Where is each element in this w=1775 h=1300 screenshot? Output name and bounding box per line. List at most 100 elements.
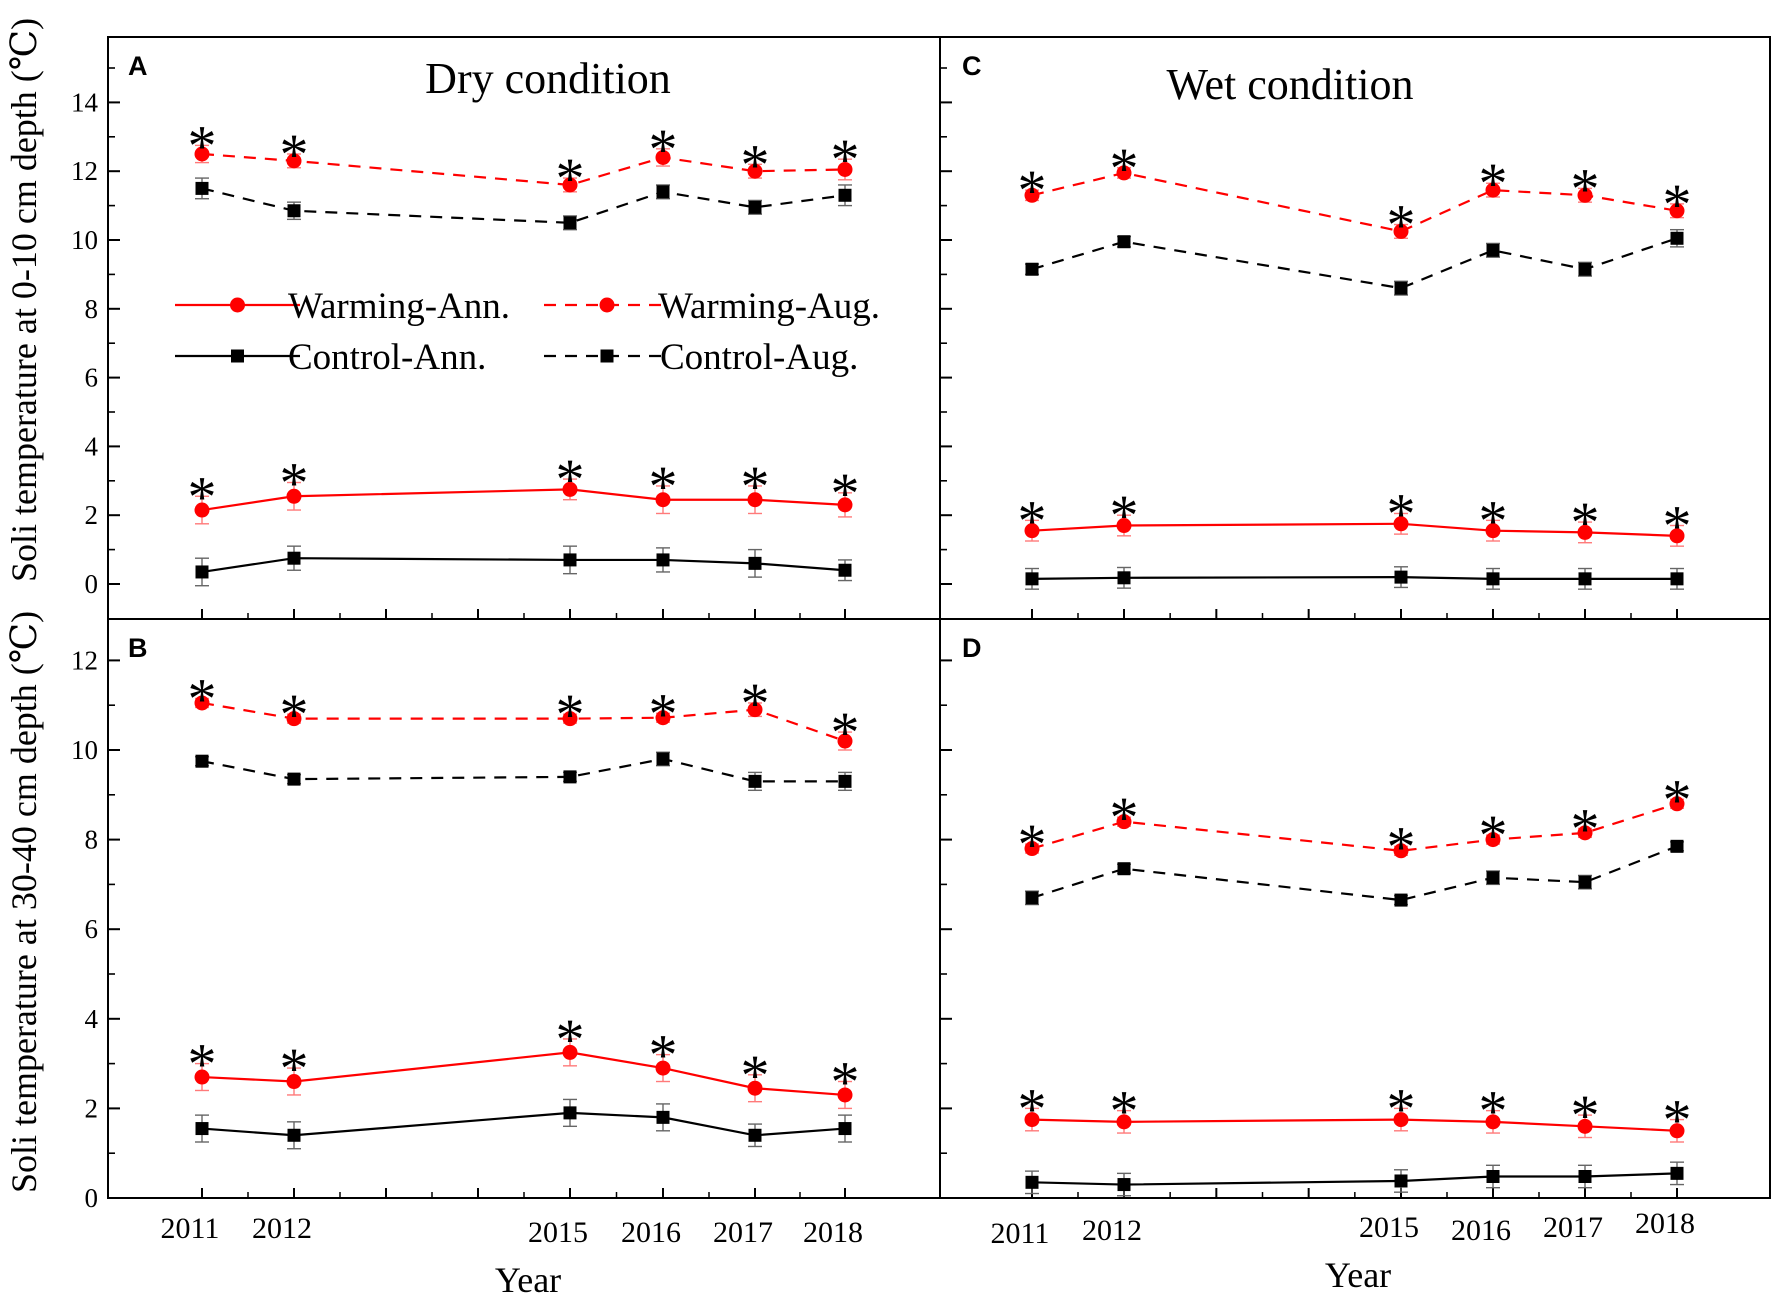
y-tick-label: 10 [71,225,98,255]
significance-star: * [1571,1083,1600,1148]
significance-star: * [188,464,217,529]
legend-marker [599,297,615,313]
x-tick-label: 2016 [1451,1214,1511,1247]
data-point [194,1069,210,1085]
y-tick-label: 14 [71,87,99,117]
data-point [1577,524,1593,540]
significance-star: * [831,1050,860,1115]
data-point [1486,1169,1500,1183]
data-point [1577,1118,1593,1134]
series-line [201,152,846,187]
data-point [195,565,209,579]
significance-star: * [280,451,309,516]
significance-star: * [1110,483,1139,548]
significance-star: * [1571,156,1600,221]
data-point [1670,231,1684,245]
data-point [286,488,302,504]
x-tick-label: 2011 [161,1212,220,1245]
significance-star: * [1663,494,1692,559]
legend-label: Control-Ann. [288,337,486,378]
significance-star: * [1018,158,1047,223]
significance-star: * [1387,193,1416,258]
legend-item-warming-aug: Warming-Aug. [544,286,880,327]
legend-label: Warming-Ann. [288,286,510,327]
data-point [1117,1178,1131,1192]
x-tick-label: 2016 [621,1216,681,1249]
x-axis-label-left: Year [495,1260,561,1300]
legend-label: Control-Aug. [660,337,858,378]
data-point [562,1044,578,1060]
data-point [655,710,671,726]
y-tick-label: 2 [85,1093,99,1123]
y-tick-label: 6 [85,363,99,393]
data-point [838,563,852,577]
data-point [747,1080,763,1096]
series-line [201,701,846,743]
data-point [837,1087,853,1103]
y-tick-label: 8 [85,294,99,324]
significance-star: * [649,1023,678,1088]
panel-letter: A [128,51,148,81]
data-point [287,204,301,218]
series-warming-aug: * * * * * * [1018,767,1692,879]
x-tick-label: 2011 [991,1217,1050,1250]
series-line [201,1111,846,1137]
significance-star: * [741,454,770,519]
significance-star: * [1479,151,1508,216]
significance-star: * [741,671,770,736]
panel-d: 2011 2012 2015 2016 2017 2018 D * * * * * * * * * * * * [939,618,1771,1250]
series-line [201,1051,846,1097]
series-line [201,557,846,574]
significance-star: * [1479,803,1508,868]
data-point [1025,262,1039,276]
data-point [1669,203,1685,219]
significance-star: * [649,681,678,746]
data-point [1393,516,1409,532]
data-point [1670,572,1684,586]
legend: Warming-Ann. Warming-Aug. Control-Ann. Cont… [175,286,880,378]
series-line [201,187,846,224]
series-line [201,757,845,783]
significance-star: * [1387,1076,1416,1141]
data-point [1394,281,1408,295]
data-point [194,502,210,518]
significance-star: * [556,146,585,211]
data-point [1117,235,1131,249]
panel-letter: C [962,51,982,81]
data-point [1577,825,1593,841]
significance-star: * [1571,490,1600,555]
significance-star: * [1110,1079,1139,1144]
y-tick-label: 2 [85,500,99,530]
series-line [1031,522,1678,537]
data-point [194,146,210,162]
series-control-ann [195,545,852,587]
data-point [286,1074,302,1090]
significance-star: * [1663,767,1692,832]
series-line [1031,237,1678,290]
x-tick-label: 2015 [528,1216,588,1249]
data-point [838,1122,852,1136]
significance-star: * [280,122,309,187]
data-point [747,492,763,508]
data-point [287,1128,301,1142]
data-point [1577,187,1593,203]
series-control-aug [195,751,852,792]
y-axis-label-top: Soli temperature at 0-10 cm depth (℃) [4,18,44,582]
panels-layer: 0 2 4 6 8 10 12 14 A Dry condition * * * * * * * * * * * * 0 2 4… [71,36,1771,1250]
x-tick-label: 2018 [803,1216,863,1249]
data-point [1394,893,1408,907]
data-point [655,492,671,508]
data-point [286,711,302,727]
data-point [837,733,853,749]
data-point [1117,571,1131,585]
data-point [747,163,763,179]
significance-star: * [188,1032,217,1097]
legend-label: Warming-Aug. [658,286,880,327]
y-tick-label: 6 [85,914,99,944]
data-point [656,185,670,199]
significance-star: * [1387,481,1416,546]
data-point [1025,891,1039,905]
panel-title: Dry condition [425,54,671,103]
data-point [1117,862,1131,876]
